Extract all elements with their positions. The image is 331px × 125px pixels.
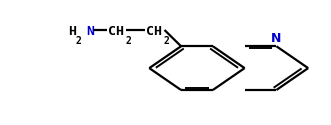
Text: 2: 2 bbox=[76, 36, 82, 46]
Text: 2: 2 bbox=[125, 36, 131, 46]
Text: CH: CH bbox=[146, 25, 162, 38]
Text: 2: 2 bbox=[164, 36, 169, 46]
Text: CH: CH bbox=[108, 25, 124, 38]
Text: N: N bbox=[87, 25, 95, 38]
Text: H: H bbox=[69, 25, 76, 38]
Text: N: N bbox=[271, 32, 282, 45]
